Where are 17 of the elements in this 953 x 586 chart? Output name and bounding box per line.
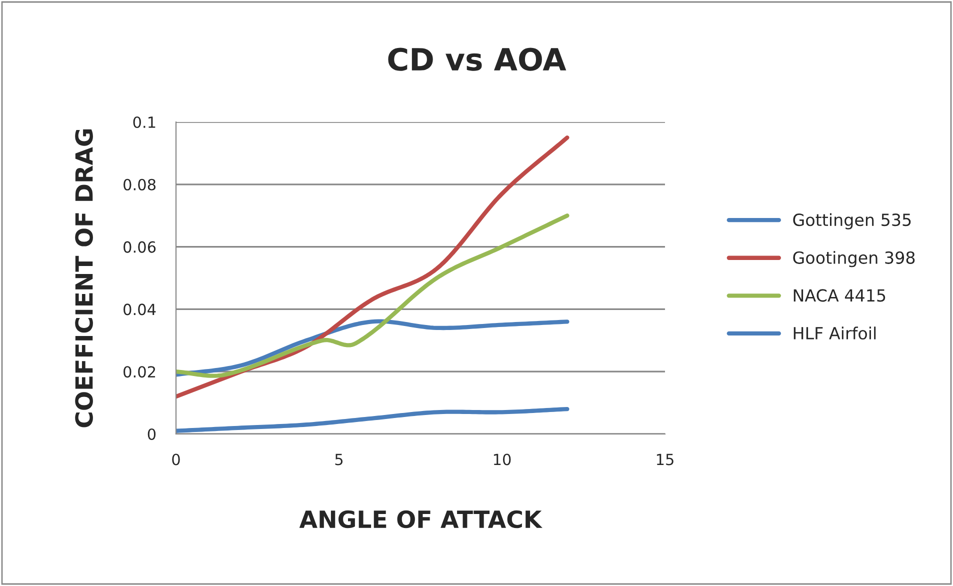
y-axis-title: COEFFICIENT OF DRAG — [75, 129, 93, 428]
x-axis-title: ANGLE OF ATTACK — [299, 510, 542, 528]
y-tick-label: 0.06 — [124, 241, 156, 253]
y-tick-label: 0 — [148, 428, 156, 440]
y-tick-label: 0.08 — [124, 178, 156, 190]
legend-label: Gootingen 398 — [793, 251, 915, 268]
x-tick-label: 5 — [335, 454, 343, 466]
chart-title: CD vs AOA — [388, 48, 566, 71]
legend-label: NACA 4415 — [794, 289, 886, 302]
y-tick-label: 0.04 — [124, 304, 156, 316]
x-tick-label: 15 — [656, 454, 674, 466]
legend-label: HLF Airfoil — [794, 326, 876, 340]
x-tick-label: 10 — [494, 454, 511, 466]
y-tick-label: 0.02 — [124, 366, 156, 378]
legend-label: Gottingen 535 — [793, 213, 911, 230]
x-tick-label: 0 — [172, 454, 180, 466]
y-tick-label: 0.1 — [133, 116, 156, 128]
